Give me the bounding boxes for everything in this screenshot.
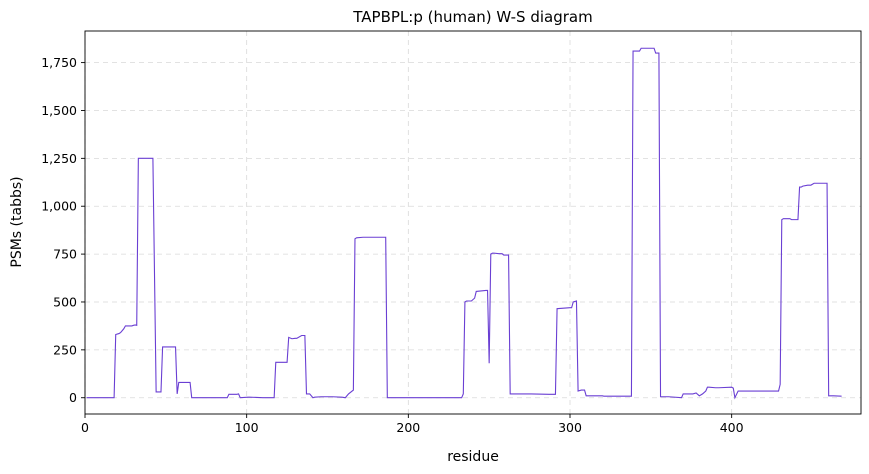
x-axis: 0 100 200 300 400 — [81, 414, 744, 435]
y-axis-label: PSMs (tabbs) — [9, 176, 25, 267]
x-tick-label: 0 — [81, 420, 89, 435]
y-axis: 0 250 500 750 1,000 1,250 1,500 1,750 — [41, 55, 85, 405]
y-tick-label: 750 — [53, 247, 77, 262]
chart-title: TAPBPL:p (human) W-S diagram — [352, 8, 592, 26]
plot-frame — [84, 30, 862, 415]
x-axis-label: residue — [447, 449, 499, 465]
y-tick-label: 250 — [53, 342, 77, 357]
y-tick-label: 1,750 — [41, 55, 77, 70]
series-line — [86, 47, 842, 400]
y-tick-label: 0 — [69, 390, 77, 405]
x-tick-label: 300 — [558, 420, 582, 435]
y-tick-label: 1,000 — [41, 199, 77, 214]
x-tick-label: 100 — [235, 420, 259, 435]
x-tick-label: 200 — [396, 420, 420, 435]
x-tick-label: 400 — [720, 420, 744, 435]
y-tick-label: 1,250 — [41, 151, 77, 166]
grid-lines — [84, 31, 861, 414]
y-tick-label: 500 — [53, 294, 77, 309]
y-tick-label: 1,500 — [41, 103, 77, 118]
